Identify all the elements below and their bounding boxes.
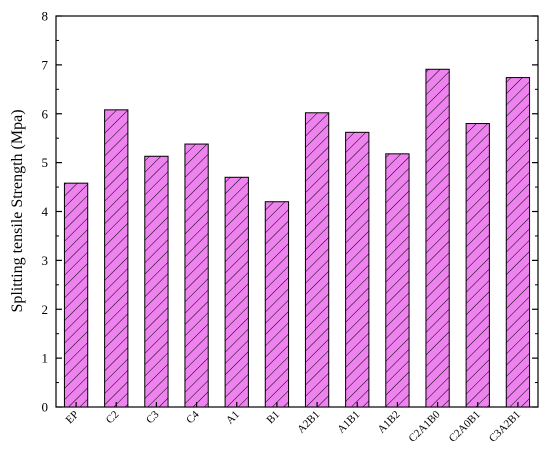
bar (425, 68, 450, 408)
bar (184, 143, 209, 408)
x-tick-label: EP (64, 409, 82, 427)
bar (385, 153, 410, 408)
x-tick-label: A1B2 (375, 409, 402, 436)
x-tick-label: C2A0B1 (447, 409, 483, 445)
x-tick-label: B1 (264, 409, 282, 427)
x-tick-label: A1B1 (335, 409, 362, 436)
y-tick-label: 4 (42, 204, 49, 219)
y-tick-label: 0 (42, 400, 49, 415)
y-tick-label: 6 (42, 106, 49, 121)
bar (345, 131, 370, 408)
bar (264, 201, 290, 408)
bar (144, 155, 169, 408)
y-tick-label: 8 (42, 9, 49, 24)
y-tick-label: 2 (42, 302, 49, 317)
y-tick-label: 7 (42, 57, 49, 72)
x-tick-label: C4 (184, 408, 202, 426)
x-tick-label: C3A2B1 (487, 409, 523, 445)
y-tick-label: 3 (42, 253, 49, 268)
x-tick-label: A2B1 (295, 409, 322, 436)
y-tick-label: 1 (42, 351, 49, 366)
bar (63, 182, 89, 408)
y-axis-title: Splitting tensile Strength (Mpa) (9, 109, 26, 312)
x-tick-label: A1 (224, 409, 242, 427)
bar (304, 112, 330, 408)
x-tick-label: C3 (144, 408, 162, 426)
x-tick-label: C2 (104, 409, 122, 427)
bar (104, 109, 129, 408)
bar (505, 77, 531, 408)
y-tick-label: 5 (42, 155, 49, 170)
bar (224, 176, 249, 408)
bar (465, 123, 490, 408)
x-tick-label: C2A1B0 (407, 408, 443, 444)
